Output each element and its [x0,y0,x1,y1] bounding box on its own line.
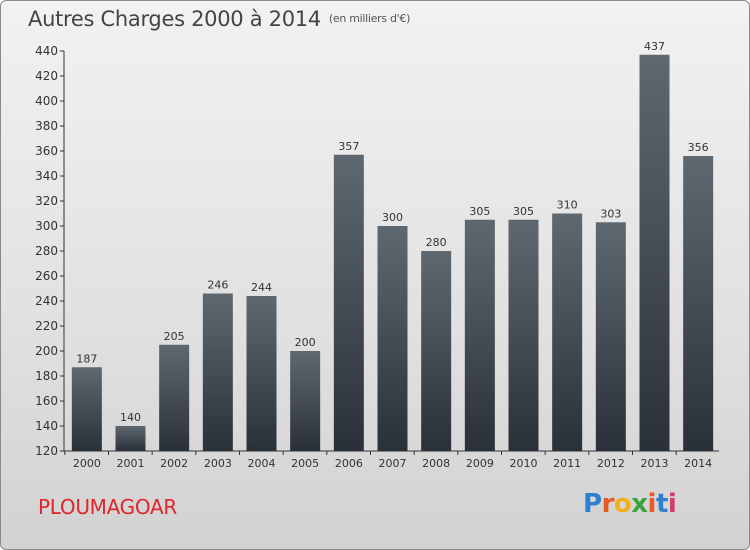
bar [683,156,714,451]
bar-value-label: 280 [426,236,447,249]
x-tick-label: 2008 [422,457,450,470]
bar-value-label: 205 [164,330,185,343]
x-tick-label: 2007 [379,457,407,470]
logo-letter: o [613,489,632,519]
logo-letter: i [647,489,657,519]
x-tick-label: 2010 [510,457,538,470]
x-tick-label: 2014 [684,457,712,470]
bar-value-label: 305 [513,205,534,218]
y-tick-label: 280 [35,244,58,258]
logo-letter: r [601,489,615,519]
bar-value-label: 356 [688,141,709,154]
bar-value-label: 187 [76,352,97,365]
logo-letter: x [631,489,648,519]
bar [202,293,233,451]
y-tick-label: 260 [35,269,58,283]
y-tick-label: 300 [35,219,58,233]
y-tick-label: 320 [35,194,58,208]
bar-value-label: 246 [207,279,228,292]
bar-value-label: 300 [382,211,403,224]
y-tick-label: 220 [35,319,58,333]
logo-letter: t [655,489,668,519]
bar [508,219,539,451]
x-tick-label: 2013 [641,457,669,470]
y-tick-label: 180 [35,369,58,383]
chart-axes: 120 140 160 180 200 220 240 260 280 300 320 340 360 3… [35,44,719,458]
x-tick-label: 2000 [73,457,101,470]
logo-letter: i [667,489,677,519]
chart-bars [71,54,714,451]
bar-value-label: 244 [251,281,272,294]
chart-title-block: Autres Charges 2000 à 2014 (en milliers d… [28,7,410,31]
bar [639,54,670,451]
bar-value-label: 357 [338,140,359,153]
bar [290,351,321,451]
bar [159,344,190,451]
y-tick-label: 380 [35,119,58,133]
y-tick-label: 400 [35,94,58,108]
y-tick-label: 120 [35,444,58,458]
x-tick-label: 2003 [204,457,232,470]
x-tick-label: 2009 [466,457,494,470]
y-tick-label: 140 [35,419,58,433]
x-tick-label: 2006 [335,457,363,470]
x-tick-label: 2004 [248,457,276,470]
y-tick-label: 240 [35,294,58,308]
y-tick-label: 340 [35,169,58,183]
bar-value-label: 305 [469,205,490,218]
chart-subtitle: (en milliers d'€) [328,12,411,25]
bar-value-label: 310 [557,199,578,212]
chart-title: Autres Charges 2000 à 2014 [28,7,321,31]
bar [464,219,495,451]
logo-letter: P [583,489,602,519]
bar [246,296,277,451]
bar [115,426,146,451]
bar [333,154,364,451]
x-tick-label: 2011 [553,457,581,470]
y-tick-label: 420 [35,69,58,83]
y-tick-label: 360 [35,144,58,158]
y-tick-label: 200 [35,344,58,358]
x-tick-label: 2001 [117,457,145,470]
bar-value-label: 437 [644,40,665,53]
bar [421,251,452,451]
x-tick-label: 2005 [291,457,319,470]
bar [377,226,408,451]
proxiti-logo: Proxiti [583,489,677,519]
x-tick-label: 2012 [597,457,625,470]
y-tick-label: 160 [35,394,58,408]
x-tick-label: 2002 [160,457,188,470]
chart-data-labels: 187 2000 140 2001 205 2002 246 2003 244 2004 200 20… [73,40,712,470]
place-name: PLOUMAGOAR [38,495,177,519]
bar [595,222,626,451]
y-tick-label: 440 [35,44,58,58]
bar [552,213,583,451]
bar-value-label: 140 [120,411,141,424]
bar [71,367,102,451]
bar-value-label: 303 [600,207,621,220]
bar-value-label: 200 [295,336,316,349]
